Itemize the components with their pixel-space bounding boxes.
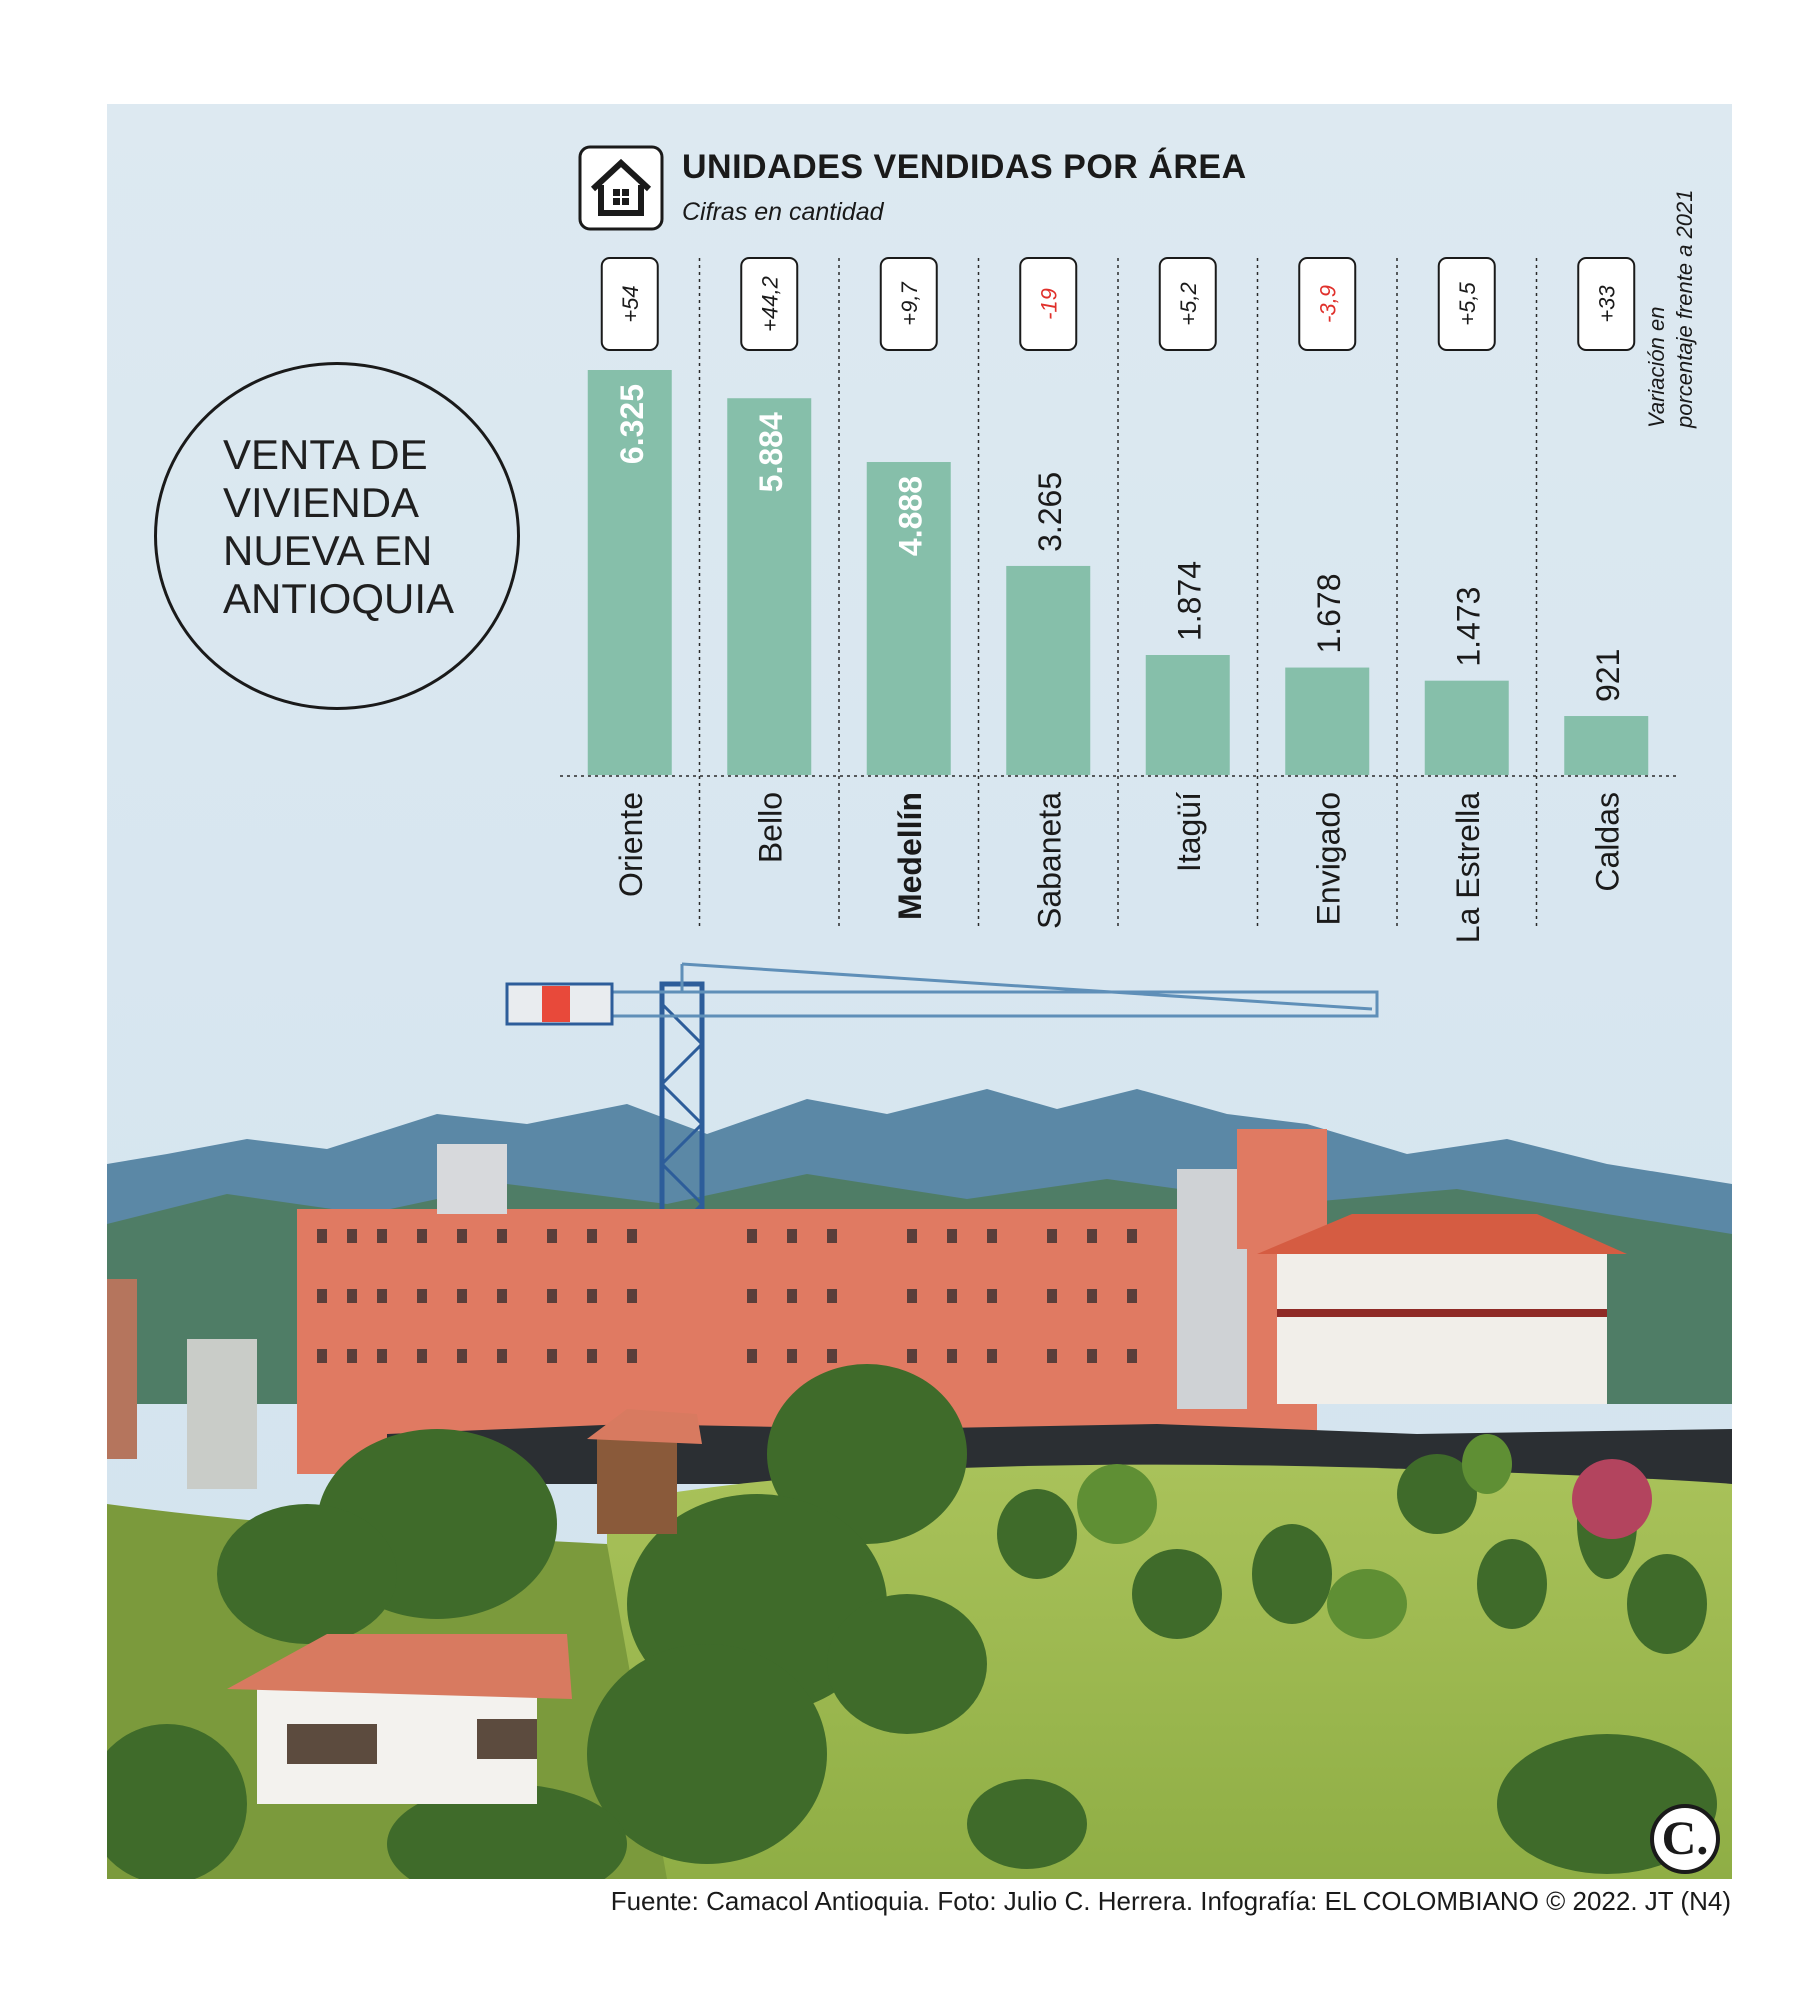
- category-label-2: Medellín: [892, 792, 928, 920]
- house-icon: [578, 145, 664, 231]
- variation-box-4: [1158, 257, 1217, 351]
- bar-6: [1424, 680, 1509, 775]
- variation-pct-7: +33: [1594, 285, 1619, 323]
- variation-box-5: [1298, 257, 1357, 351]
- variation-box-0: [600, 257, 659, 351]
- category-label-3: Sabaneta: [1031, 792, 1067, 929]
- category-label-6: La Estrella: [1450, 792, 1486, 943]
- bar-5: [1285, 667, 1370, 775]
- category-label-1: Bello: [752, 792, 788, 863]
- bar-3: [1006, 565, 1091, 775]
- bar-chart: 6.325 +54 Oriente 5.884 +44,2 Bello 4.888 +9,7 M…: [560, 257, 1676, 943]
- variation-pct-2: +9,7: [897, 282, 922, 326]
- value-label-5: 1.678: [1311, 573, 1347, 653]
- value-label-7: 921: [1590, 649, 1626, 702]
- category-label-0: Oriente: [613, 792, 649, 897]
- bar-2: [866, 462, 951, 775]
- value-label-6: 1.473: [1451, 587, 1487, 667]
- variation-pct-6: +5,5: [1455, 282, 1480, 326]
- variation-pct-5: -3,9: [1315, 285, 1340, 323]
- category-label-5: Envigado: [1310, 792, 1346, 925]
- variation-pct-4: +5,2: [1176, 282, 1201, 325]
- chart-subtitle: Cifras en cantidad: [682, 198, 884, 226]
- value-label-4: 1.874: [1172, 561, 1208, 641]
- variation-box-3: [1019, 257, 1078, 351]
- el-colombiano-logo: C.: [1650, 1804, 1720, 1874]
- category-label-4: Itagüí: [1171, 792, 1207, 872]
- badge-text: VENTA DE VIVIENDA NUEVA EN ANTIOQUIA: [223, 431, 455, 622]
- category-label-7: Caldas: [1589, 792, 1625, 892]
- chart-title: UNIDADES VENDIDAS POR ÁREA: [682, 148, 1247, 186]
- variation-box-1: [740, 257, 799, 351]
- value-label-0: 6.325: [614, 384, 650, 464]
- variation-pct-3: -19: [1036, 288, 1061, 320]
- credits-text: Fuente: Camacol Antioquia. Foto: Julio C…: [610, 1886, 1731, 1916]
- bar-1: [727, 398, 812, 775]
- variation-box-7: [1577, 257, 1636, 351]
- variation-note-line2: porcentaje frente a 2021: [1672, 189, 1697, 428]
- variation-note-line1: Variación en: [1644, 306, 1669, 428]
- value-label-3: 3.265: [1032, 472, 1068, 552]
- variation-note: Variación en porcentaje frente a 2021: [1640, 170, 1700, 430]
- bar-0: [587, 370, 672, 775]
- variation-pct-1: +44,2: [757, 276, 782, 332]
- title-badge: VENTA DE VIVIENDA NUEVA EN ANTIOQUIA: [154, 362, 520, 710]
- value-label-1: 5.884: [753, 412, 789, 492]
- bar-7: [1564, 716, 1649, 775]
- variation-box-2: [879, 257, 938, 351]
- variation-pct-0: +54: [618, 285, 643, 322]
- value-label-2: 4.888: [893, 476, 929, 556]
- bar-4: [1145, 655, 1230, 775]
- variation-box-6: [1437, 257, 1496, 351]
